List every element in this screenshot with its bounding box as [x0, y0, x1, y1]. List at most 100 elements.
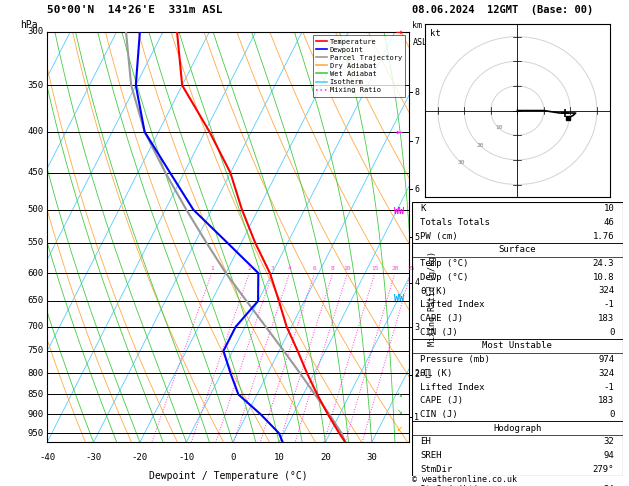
Text: Dewpoint / Temperature (°C): Dewpoint / Temperature (°C) — [148, 471, 308, 481]
Text: 1.76: 1.76 — [593, 231, 615, 241]
Text: 550: 550 — [28, 238, 43, 247]
Text: 10: 10 — [274, 452, 284, 462]
Text: 7: 7 — [415, 137, 420, 146]
Text: CIN (J): CIN (J) — [420, 328, 458, 337]
Legend: Temperature, Dewpoint, Parcel Trajectory, Dry Adiabat, Wet Adiabat, Isotherm, Mi: Temperature, Dewpoint, Parcel Trajectory… — [313, 35, 405, 97]
Text: ↘: ↘ — [396, 406, 403, 416]
Text: 450: 450 — [28, 168, 43, 177]
Text: K: K — [420, 204, 426, 213]
Text: WW: WW — [394, 207, 404, 216]
Text: CIN (J): CIN (J) — [420, 410, 458, 419]
Text: Temp (°C): Temp (°C) — [420, 259, 469, 268]
Text: 2: 2 — [247, 266, 251, 271]
Text: 279°: 279° — [593, 465, 615, 474]
Text: 3: 3 — [270, 266, 274, 271]
Text: 3: 3 — [415, 323, 420, 332]
Text: 50°00'N  14°26'E  331m ASL: 50°00'N 14°26'E 331m ASL — [47, 4, 223, 15]
Text: 1: 1 — [415, 413, 420, 422]
Text: 0: 0 — [230, 452, 235, 462]
Text: 0: 0 — [609, 410, 615, 419]
Text: 183: 183 — [598, 396, 615, 405]
Text: →: → — [396, 27, 403, 36]
Text: 850: 850 — [28, 390, 43, 399]
Text: θᴄ(K): θᴄ(K) — [420, 286, 447, 295]
Text: hPa: hPa — [20, 19, 38, 30]
Text: -1: -1 — [604, 382, 615, 392]
Text: 650: 650 — [28, 296, 43, 306]
Text: -1: -1 — [604, 300, 615, 309]
Text: 4: 4 — [287, 266, 291, 271]
Text: km: km — [413, 20, 423, 30]
Text: -20: -20 — [132, 452, 148, 462]
Text: 400: 400 — [28, 127, 43, 137]
Text: 20: 20 — [320, 452, 331, 462]
Text: 24: 24 — [604, 485, 615, 486]
Text: 15: 15 — [371, 266, 379, 271]
Text: 20: 20 — [476, 143, 484, 148]
Text: kt: kt — [430, 30, 441, 38]
Text: 324: 324 — [598, 369, 615, 378]
Text: θᴄ (K): θᴄ (K) — [420, 369, 453, 378]
Text: Dewp (°C): Dewp (°C) — [420, 273, 469, 282]
Text: 10: 10 — [343, 266, 351, 271]
Text: -30: -30 — [86, 452, 102, 462]
Text: 10.8: 10.8 — [593, 273, 615, 282]
Text: 25: 25 — [407, 266, 415, 271]
Text: 46: 46 — [604, 218, 615, 227]
Text: ←: ← — [396, 126, 403, 136]
Text: 5: 5 — [415, 232, 420, 242]
Text: WW: WW — [394, 295, 404, 303]
Text: 32: 32 — [604, 437, 615, 447]
Text: SREH: SREH — [420, 451, 442, 460]
Text: 6: 6 — [313, 266, 316, 271]
Text: -40: -40 — [39, 452, 55, 462]
Text: 20: 20 — [391, 266, 399, 271]
Text: 6: 6 — [415, 185, 420, 194]
Text: EH: EH — [420, 437, 431, 447]
Text: 24.3: 24.3 — [593, 259, 615, 268]
Text: 10: 10 — [604, 204, 615, 213]
Text: 750: 750 — [28, 347, 43, 355]
Text: © weatheronline.co.uk: © weatheronline.co.uk — [412, 474, 517, 484]
Text: Totals Totals: Totals Totals — [420, 218, 490, 227]
Text: 8: 8 — [415, 87, 420, 97]
Text: 900: 900 — [28, 410, 43, 419]
Text: 2.CL: 2.CL — [415, 369, 433, 378]
Text: 950: 950 — [28, 429, 43, 438]
Text: 600: 600 — [28, 269, 43, 278]
Text: Mixing Ratio (g/kg): Mixing Ratio (g/kg) — [428, 251, 437, 346]
Text: 700: 700 — [28, 322, 43, 331]
Text: StmSpd (kt): StmSpd (kt) — [420, 485, 479, 486]
Text: Pressure (mb): Pressure (mb) — [420, 355, 490, 364]
Text: 350: 350 — [28, 81, 43, 90]
Text: 1: 1 — [210, 266, 214, 271]
Text: 4: 4 — [415, 278, 420, 287]
Text: Lifted Index: Lifted Index — [420, 300, 485, 309]
Text: Hodograph: Hodograph — [493, 424, 542, 433]
Text: 0: 0 — [609, 328, 615, 337]
Text: Surface: Surface — [499, 245, 536, 254]
Text: 183: 183 — [598, 314, 615, 323]
Text: CAPE (J): CAPE (J) — [420, 396, 464, 405]
Text: Most Unstable: Most Unstable — [482, 341, 552, 350]
Text: 8: 8 — [331, 266, 335, 271]
Text: CAPE (J): CAPE (J) — [420, 314, 464, 323]
Text: 500: 500 — [28, 205, 43, 214]
Text: ↘: ↘ — [396, 389, 403, 399]
Text: 30: 30 — [366, 452, 377, 462]
Text: -10: -10 — [178, 452, 194, 462]
Text: 94: 94 — [604, 451, 615, 460]
Text: ASL: ASL — [413, 38, 428, 47]
Text: StmDir: StmDir — [420, 465, 453, 474]
Text: 2: 2 — [415, 370, 420, 379]
Text: 30: 30 — [457, 160, 465, 165]
Text: ↙: ↙ — [396, 423, 403, 433]
Text: 324: 324 — [598, 286, 615, 295]
Text: 800: 800 — [28, 369, 43, 378]
Text: 300: 300 — [28, 27, 43, 36]
Text: 10: 10 — [495, 125, 503, 131]
Text: 974: 974 — [598, 355, 615, 364]
Text: 08.06.2024  12GMT  (Base: 00): 08.06.2024 12GMT (Base: 00) — [412, 4, 593, 15]
Text: PW (cm): PW (cm) — [420, 231, 458, 241]
Text: Lifted Index: Lifted Index — [420, 382, 485, 392]
